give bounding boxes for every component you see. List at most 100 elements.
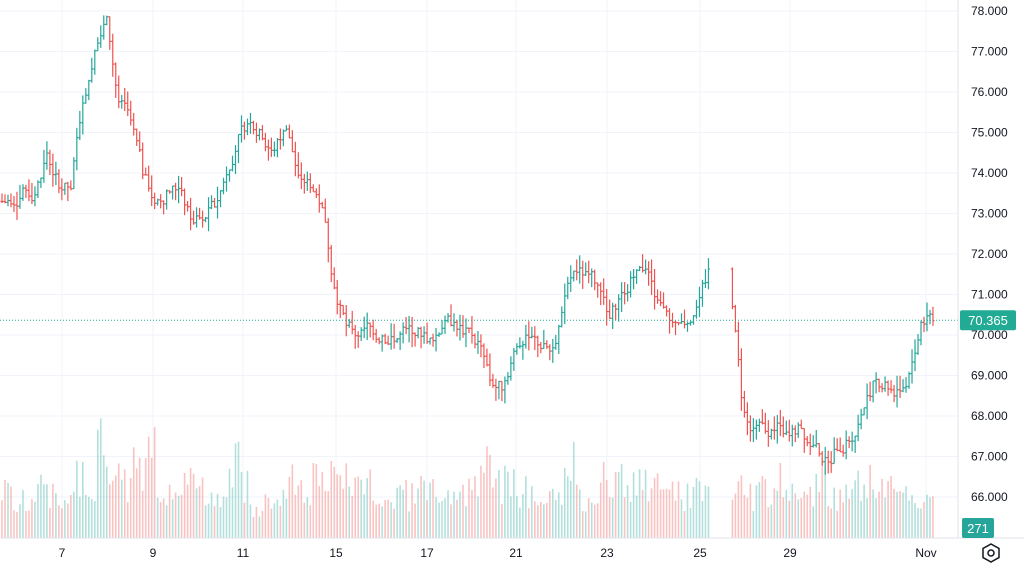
volume-bar (225, 497, 228, 538)
volume-bar (740, 475, 743, 538)
ohlc-bar (126, 91, 130, 117)
ohlc-bar (539, 342, 543, 354)
volume-bar (408, 511, 410, 538)
volume-bar (64, 500, 66, 538)
ohlc-bar (332, 267, 336, 290)
volume-bar (560, 504, 563, 538)
ohlc-bar (338, 300, 342, 318)
ohlc-bar (623, 282, 627, 305)
ohlc-bar (677, 321, 681, 326)
ohlc-bar (284, 125, 288, 132)
ohlc-bar (9, 193, 13, 208)
ohlc-bar (57, 169, 61, 194)
ohlc-bar (335, 279, 339, 315)
volume-bar (890, 476, 892, 538)
ohlc-bar (165, 189, 169, 210)
ohlc-bar (84, 88, 88, 104)
volume-bar (797, 499, 800, 538)
volume-bar (566, 476, 569, 538)
price-bars-layer (0, 15, 935, 475)
time-axis[interactable]: 7 9 11 15 17 21 23 25 29 Nov (0, 537, 1024, 560)
volume-bar (186, 484, 189, 538)
ohlc-bar (395, 337, 399, 343)
ohlc-bar (599, 282, 603, 306)
volume-bar (575, 484, 578, 538)
ohlc-bar (515, 343, 519, 355)
last-price-label: 70.365 (968, 313, 1008, 328)
volume-bar (393, 508, 395, 538)
ohlc-bar (835, 438, 839, 452)
ohlc-bar (410, 316, 414, 348)
ohlc-bar (814, 429, 818, 448)
ohlc-bar (841, 444, 845, 457)
ohlc-bar (374, 328, 378, 343)
volume-bar (587, 498, 590, 538)
ohlc-bar (458, 314, 462, 341)
volume-bar (432, 479, 434, 538)
ohlc-bar (174, 182, 178, 201)
volume-bar (689, 508, 692, 538)
ohlc-bar (102, 15, 106, 40)
volume-bar (857, 470, 859, 538)
ohlc-bar (611, 302, 615, 330)
volume-bar (204, 505, 207, 538)
ohlc-bar (653, 269, 657, 310)
ohlc-bar (557, 324, 561, 354)
volume-bar (528, 508, 530, 538)
volume-bar (31, 499, 33, 538)
ohlc-bar (817, 442, 821, 457)
ohlc-bar (350, 310, 354, 335)
volume-bar (656, 473, 659, 538)
ohlc-bar (278, 128, 282, 150)
price-axis[interactable]: 78.000 77.000 76.000 75.000 74.000 73.000 72.0… (957, 0, 1008, 538)
volume-bar (249, 504, 252, 538)
volume-bar (764, 479, 767, 538)
ohlc-bar (365, 312, 369, 341)
volume-bar (815, 473, 818, 538)
volume-bar (132, 447, 135, 538)
volume-bar (372, 500, 374, 538)
ohlc-bar (512, 347, 516, 371)
ohlc-bar (742, 390, 746, 418)
ohlc-bar (838, 437, 842, 453)
price-tick-label: 71.000 (971, 288, 1008, 302)
ohlc-bar (596, 282, 600, 298)
ohlc-bar (204, 216, 208, 223)
volume-bar (483, 472, 485, 538)
ohlc-bar (177, 175, 181, 204)
ohlc-bar (880, 383, 884, 393)
volume-bar (255, 506, 258, 538)
ohlc-bar (260, 125, 264, 141)
volume-bar (456, 499, 458, 538)
ohlc-bar (63, 182, 67, 195)
volume-bar (43, 484, 45, 538)
ohlc-bar (222, 177, 226, 195)
volume-bar (156, 497, 159, 538)
ohlc-bar (245, 118, 249, 136)
volume-bar (926, 494, 928, 538)
ohlc-bar (290, 130, 294, 153)
volume-bar (174, 492, 177, 538)
time-tick-label: 29 (783, 546, 797, 560)
ohlc-bar (210, 195, 214, 210)
volume-bar (548, 491, 551, 538)
ohlc-bar (251, 120, 255, 135)
ohlc-bar (147, 165, 151, 192)
ohlc-bar (380, 334, 384, 352)
ohlc-bar (560, 306, 564, 328)
volume-bar (495, 478, 497, 538)
volume-bar (70, 494, 72, 538)
ohlc-bar (362, 316, 366, 339)
ohlc-bar (898, 375, 902, 398)
ohlc-bar (389, 323, 393, 350)
volume-bar (55, 493, 57, 538)
volume-bar (812, 506, 815, 538)
ohlc-bar (590, 268, 594, 288)
volume-bar (773, 488, 776, 538)
ohlc-bar (443, 315, 447, 335)
volume-bar (25, 511, 27, 538)
ohlc-bar (901, 379, 905, 393)
volume-bar (138, 457, 141, 538)
